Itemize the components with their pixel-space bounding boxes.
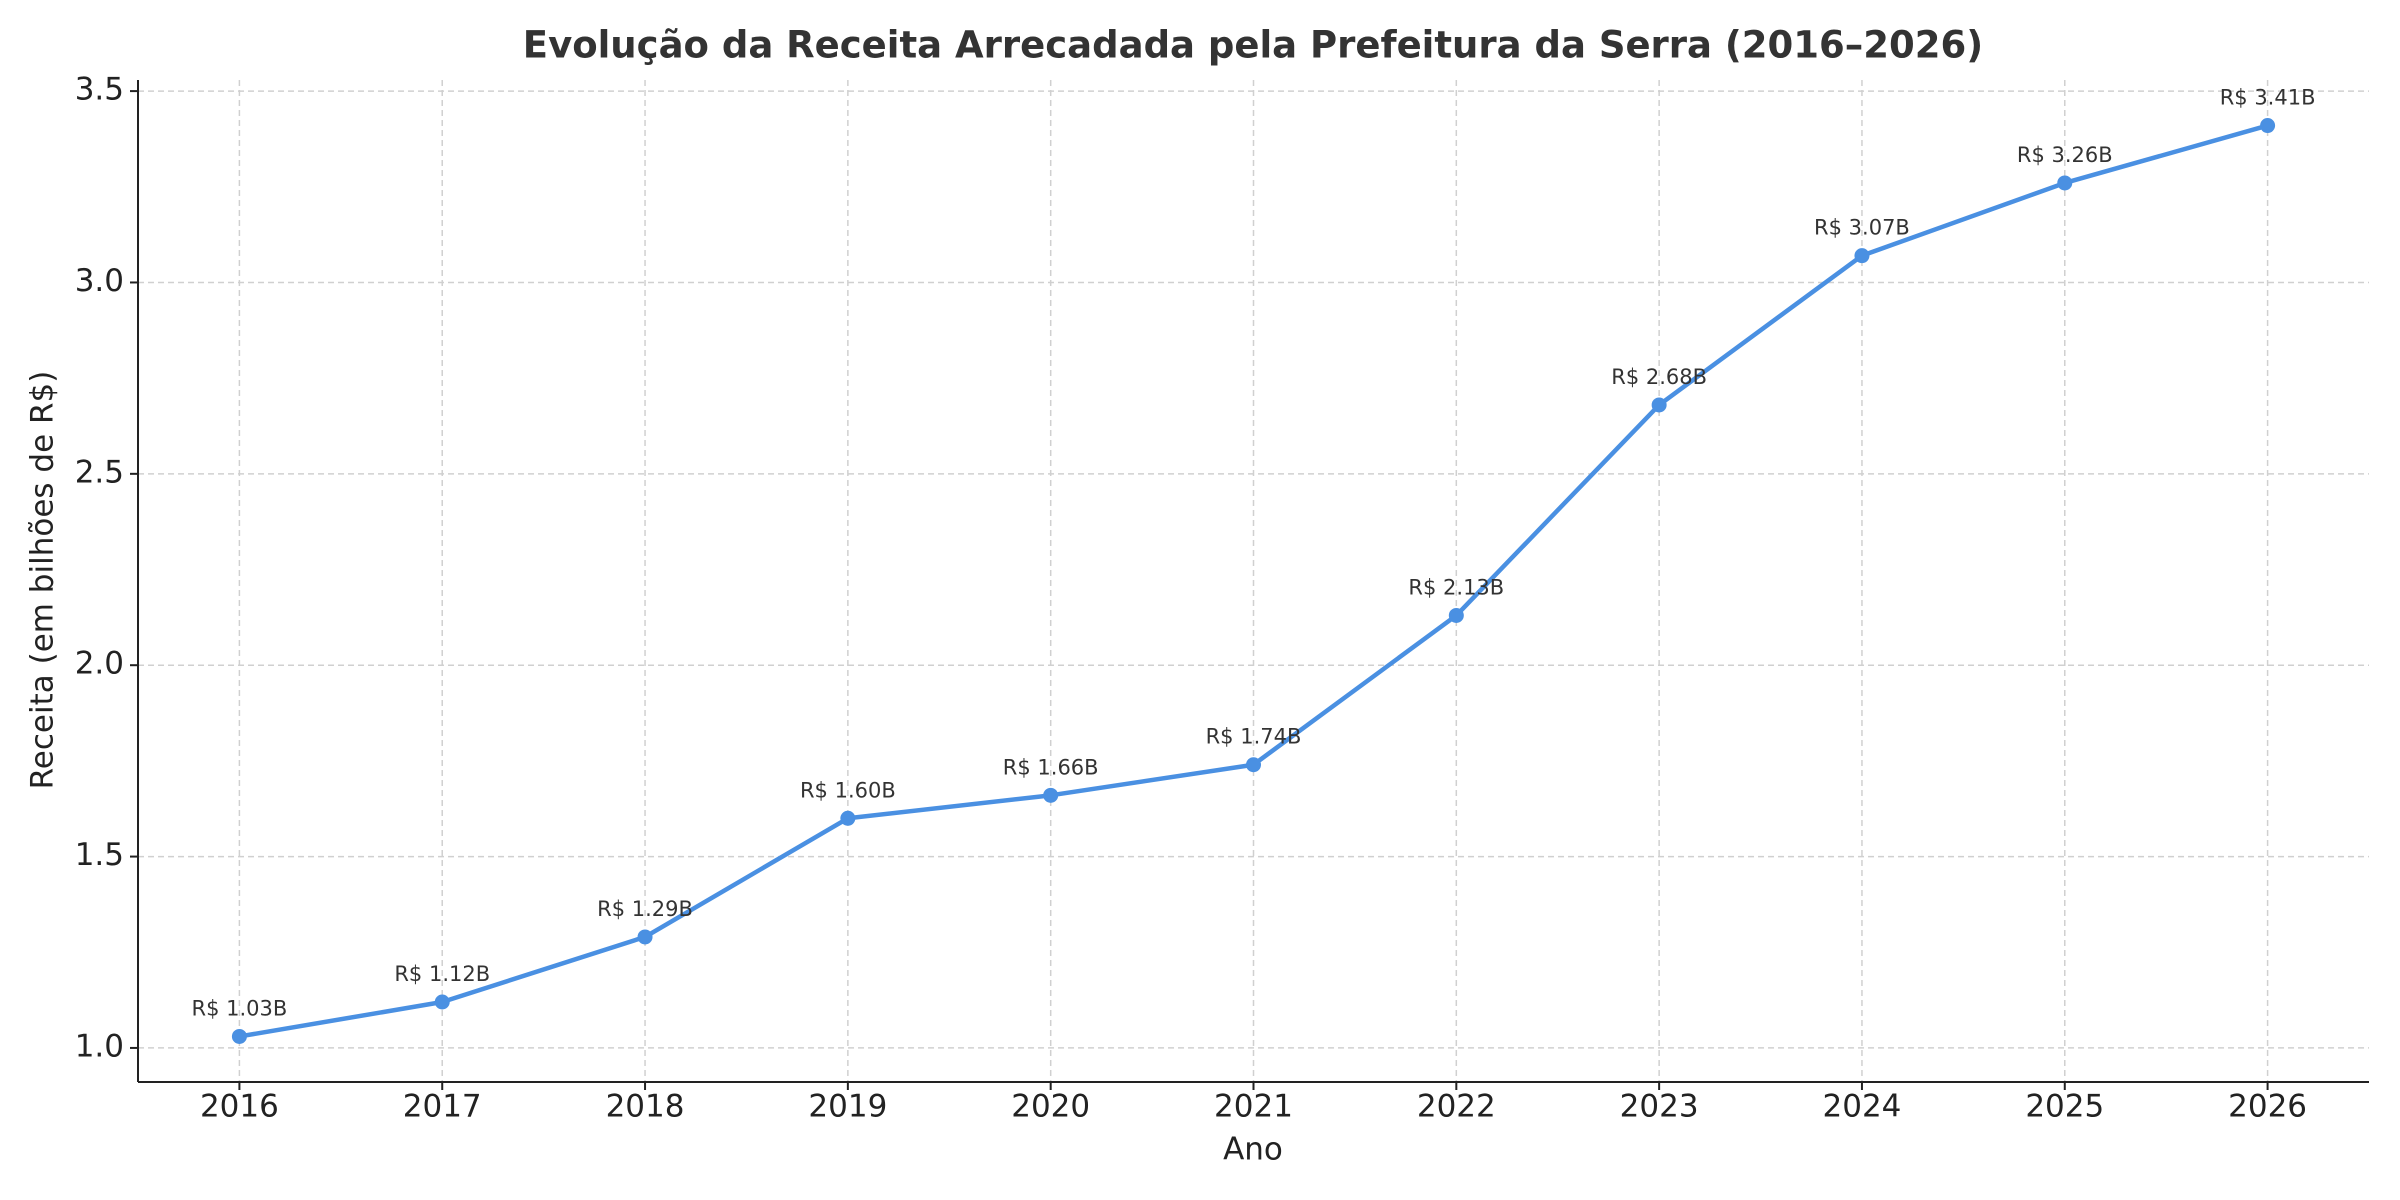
data-label: R$ 2.13B bbox=[1408, 575, 1504, 599]
data-point bbox=[1043, 787, 1059, 803]
data-label: R$ 3.26B bbox=[2017, 143, 2113, 167]
y-axis-label: Receita (em bilhões de R$) bbox=[25, 371, 61, 790]
x-tick-label: 2023 bbox=[1620, 1089, 1699, 1125]
data-label: R$ 1.29B bbox=[597, 897, 693, 921]
x-axis-label: Ano bbox=[1223, 1132, 1283, 1168]
y-tick-label: 2.5 bbox=[75, 454, 124, 490]
y-tick-label: 3.0 bbox=[75, 263, 124, 299]
data-point bbox=[637, 929, 653, 945]
data-label: R$ 1.60B bbox=[800, 778, 896, 802]
data-point bbox=[1854, 248, 1870, 264]
data-point bbox=[1246, 757, 1261, 773]
x-tick-label: 2017 bbox=[403, 1089, 482, 1125]
x-tick-label: 2020 bbox=[1011, 1089, 1090, 1125]
x-tick-label: 2026 bbox=[2228, 1089, 2307, 1125]
x-tick-label: 2024 bbox=[1823, 1089, 1902, 1125]
x-tick-label: 2019 bbox=[808, 1089, 887, 1125]
data-label: R$ 1.66B bbox=[1003, 755, 1099, 779]
y-tick-label: 3.5 bbox=[75, 72, 124, 108]
x-tick-label: 2025 bbox=[2025, 1089, 2104, 1125]
x-tick-label: 2016 bbox=[200, 1089, 279, 1125]
data-point bbox=[840, 810, 856, 826]
data-label: R$ 2.68B bbox=[1611, 365, 1707, 389]
x-tick-label: 2018 bbox=[606, 1089, 685, 1125]
data-label: R$ 1.03B bbox=[192, 996, 288, 1020]
y-tick-label: 2.0 bbox=[75, 646, 124, 682]
data-label: R$ 1.74B bbox=[1206, 725, 1302, 749]
data-point bbox=[1448, 607, 1464, 623]
data-point bbox=[434, 994, 450, 1010]
data-label: R$ 1.12B bbox=[394, 962, 490, 986]
y-tick-label: 1.5 bbox=[75, 837, 124, 873]
data-point bbox=[1651, 397, 1667, 413]
data-point bbox=[231, 1028, 247, 1044]
data-label: R$ 3.41B bbox=[2220, 86, 2316, 110]
x-tick-label: 2021 bbox=[1214, 1089, 1293, 1125]
x-tick-label: 2022 bbox=[1417, 1089, 1496, 1125]
data-point bbox=[2057, 175, 2073, 191]
chart-title: Evolução da Receita Arrecadada pela Pref… bbox=[523, 24, 1983, 67]
data-point bbox=[2260, 118, 2276, 134]
y-tick-label: 1.0 bbox=[75, 1028, 124, 1064]
data-label: R$ 3.07B bbox=[1814, 216, 1910, 240]
